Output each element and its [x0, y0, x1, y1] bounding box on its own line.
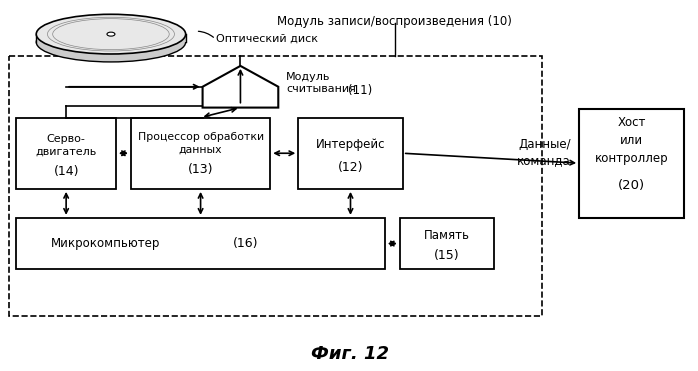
Ellipse shape: [36, 22, 186, 62]
Bar: [579, 109, 683, 218]
Text: Оптический диск: Оптический диск: [216, 34, 318, 44]
Text: Модуль
считывания: Модуль считывания: [286, 72, 356, 94]
Text: (12): (12): [338, 161, 363, 174]
Text: Микрокомпьютер: Микрокомпьютер: [51, 237, 161, 250]
Text: Хост
или
контроллер: Хост или контроллер: [595, 116, 668, 165]
Bar: [16, 118, 116, 189]
Bar: [16, 218, 385, 269]
Text: (20): (20): [618, 180, 645, 193]
Ellipse shape: [107, 32, 115, 36]
Bar: [9, 56, 542, 316]
Polygon shape: [202, 66, 279, 108]
Text: Память: Память: [424, 229, 470, 242]
Bar: [131, 118, 270, 189]
Bar: [36, 34, 186, 42]
Text: (13): (13): [188, 162, 214, 175]
Text: Модуль записи/воспроизведения (10): Модуль записи/воспроизведения (10): [277, 15, 512, 28]
Bar: [400, 218, 494, 269]
Text: Фиг. 12: Фиг. 12: [311, 345, 389, 363]
Text: Интерфейс: Интерфейс: [315, 138, 385, 151]
Bar: [298, 118, 403, 189]
Text: Серво-
двигатель: Серво- двигатель: [36, 134, 97, 157]
Text: (11): (11): [348, 84, 372, 97]
Text: (16): (16): [232, 237, 258, 250]
Text: (15): (15): [434, 249, 460, 262]
Text: (14): (14): [53, 165, 79, 178]
Text: Данные/
команда: Данные/ команда: [517, 138, 571, 167]
Text: Процессор обработки
данных: Процессор обработки данных: [138, 132, 264, 154]
Ellipse shape: [36, 14, 186, 54]
